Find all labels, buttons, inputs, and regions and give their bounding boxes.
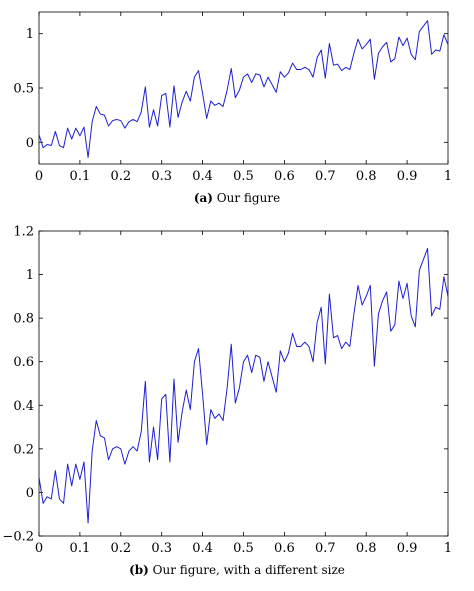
chart-b-ytick-label: 0.2 xyxy=(13,442,34,457)
chart-a-ytick-label: 0 xyxy=(26,136,34,151)
chart-b-xtick-label: 0.8 xyxy=(356,541,377,556)
chart-a-ytick-label: 0.5 xyxy=(13,82,34,97)
caption-a-label: (a) xyxy=(193,191,213,205)
chart-b-xtick-label: 0 xyxy=(35,541,43,556)
chart-b-xtick-label: 0.1 xyxy=(70,541,91,556)
chart-b-xtick-label: 0.2 xyxy=(110,541,131,556)
chart-b-ytick-label: 0.6 xyxy=(13,355,34,370)
chart-a: 0 0.1 0.2 0.3 0.4 0.5 0.6 0.7 0.8 0.9 1 0 0.5 1 xyxy=(13,11,452,184)
caption-a: (a) Our figure xyxy=(0,191,474,205)
chart-a-xtick-label: 0.5 xyxy=(233,169,254,184)
chart-b-ytick-label: 0.8 xyxy=(13,312,34,327)
chart-a-xtick-label: 0.3 xyxy=(151,169,172,184)
chart-b-series-line xyxy=(38,247,449,524)
chart-a-xtick-label: 0.4 xyxy=(192,169,213,184)
chart-b-xtick-label: 0.5 xyxy=(233,541,254,556)
chart-b-ytick-label: −0.2 xyxy=(2,530,34,545)
caption-a-text: Our figure xyxy=(216,191,281,205)
chart-a-xtick-label: 0.2 xyxy=(110,169,131,184)
chart-a-xtick-label: 0.1 xyxy=(70,169,91,184)
chart-b-frame xyxy=(38,230,449,537)
chart-b-xtick-label: 1 xyxy=(444,541,452,556)
chart-a-ytick-label: 1 xyxy=(26,27,34,42)
chart-b-ytick-label: 1 xyxy=(26,268,34,283)
caption-b-label: (b) xyxy=(129,563,149,577)
chart-a-xtick-label: 0.9 xyxy=(397,169,418,184)
chart-b: 0 0.1 0.2 0.3 0.4 0.5 0.6 0.7 0.8 0.9 1−0.200.20.4… xyxy=(2,225,452,557)
chart-b-ytick-label: 0.4 xyxy=(13,399,34,414)
chart-a-xtick-label: 0 xyxy=(35,169,43,184)
chart-a-xtick-label: 0.8 xyxy=(356,169,377,184)
chart-a-xtick-label: 1 xyxy=(444,169,452,184)
chart-a-series-line xyxy=(38,20,449,158)
chart-a-xtick-label: 0.7 xyxy=(315,169,336,184)
chart-b-ytick-label: 1.2 xyxy=(13,225,34,240)
chart-b-xtick-label: 0.3 xyxy=(151,541,172,556)
chart-b-xtick-label: 0.6 xyxy=(274,541,295,556)
chart-b-xtick-label: 0.4 xyxy=(192,541,213,556)
chart-b-ytick-label: 0 xyxy=(26,486,34,501)
chart-b-xtick-label: 0.7 xyxy=(315,541,336,556)
caption-b-text: Our figure, with a different size xyxy=(152,563,345,577)
chart-a-xtick-label: 0.6 xyxy=(274,169,295,184)
chart-b-xtick-label: 0.9 xyxy=(397,541,418,556)
caption-b: (b) Our figure, with a different size xyxy=(0,563,474,577)
